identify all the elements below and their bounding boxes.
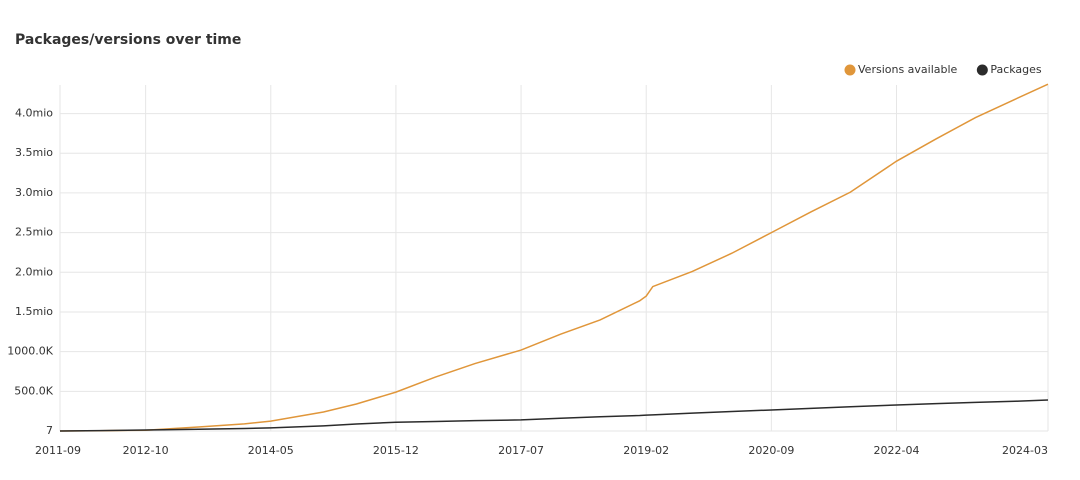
y-tick-label: 3.0mio: [15, 186, 53, 199]
chart-title: Packages/versions over time: [15, 32, 241, 48]
legend-marker: [976, 64, 988, 76]
x-tick-label: 2024-03: [1002, 444, 1048, 457]
line-series: [59, 399, 1049, 432]
legend-label: Versions available: [858, 63, 958, 76]
y-tick-label: 2.5mio: [15, 226, 53, 239]
x-tick-label: 2011-09: [35, 444, 81, 457]
y-tick-label: 7: [46, 424, 53, 437]
y-tick-label: 4.0mio: [15, 107, 53, 120]
x-tick-label: 2022-04: [874, 444, 920, 457]
x-tick-label: 2020-09: [748, 444, 794, 457]
y-tick-label: 3.5mio: [15, 146, 53, 159]
y-tick-label: 2.0mio: [15, 265, 53, 278]
legend-marker: [844, 64, 856, 76]
x-tick-label: 2015-12: [373, 444, 419, 457]
x-tick-label: 2017-07: [498, 444, 544, 457]
line-series: [59, 83, 1049, 432]
y-tick-label: 1000.0K: [7, 345, 53, 358]
y-tick-label: 500.0K: [14, 384, 53, 397]
x-tick-label: 2019-02: [623, 444, 669, 457]
x-tick-label: 2014-05: [248, 444, 294, 457]
x-tick-label: 2012-10: [123, 444, 169, 457]
legend-label: Packages: [990, 63, 1042, 76]
y-tick-label: 1.5mio: [15, 305, 53, 318]
